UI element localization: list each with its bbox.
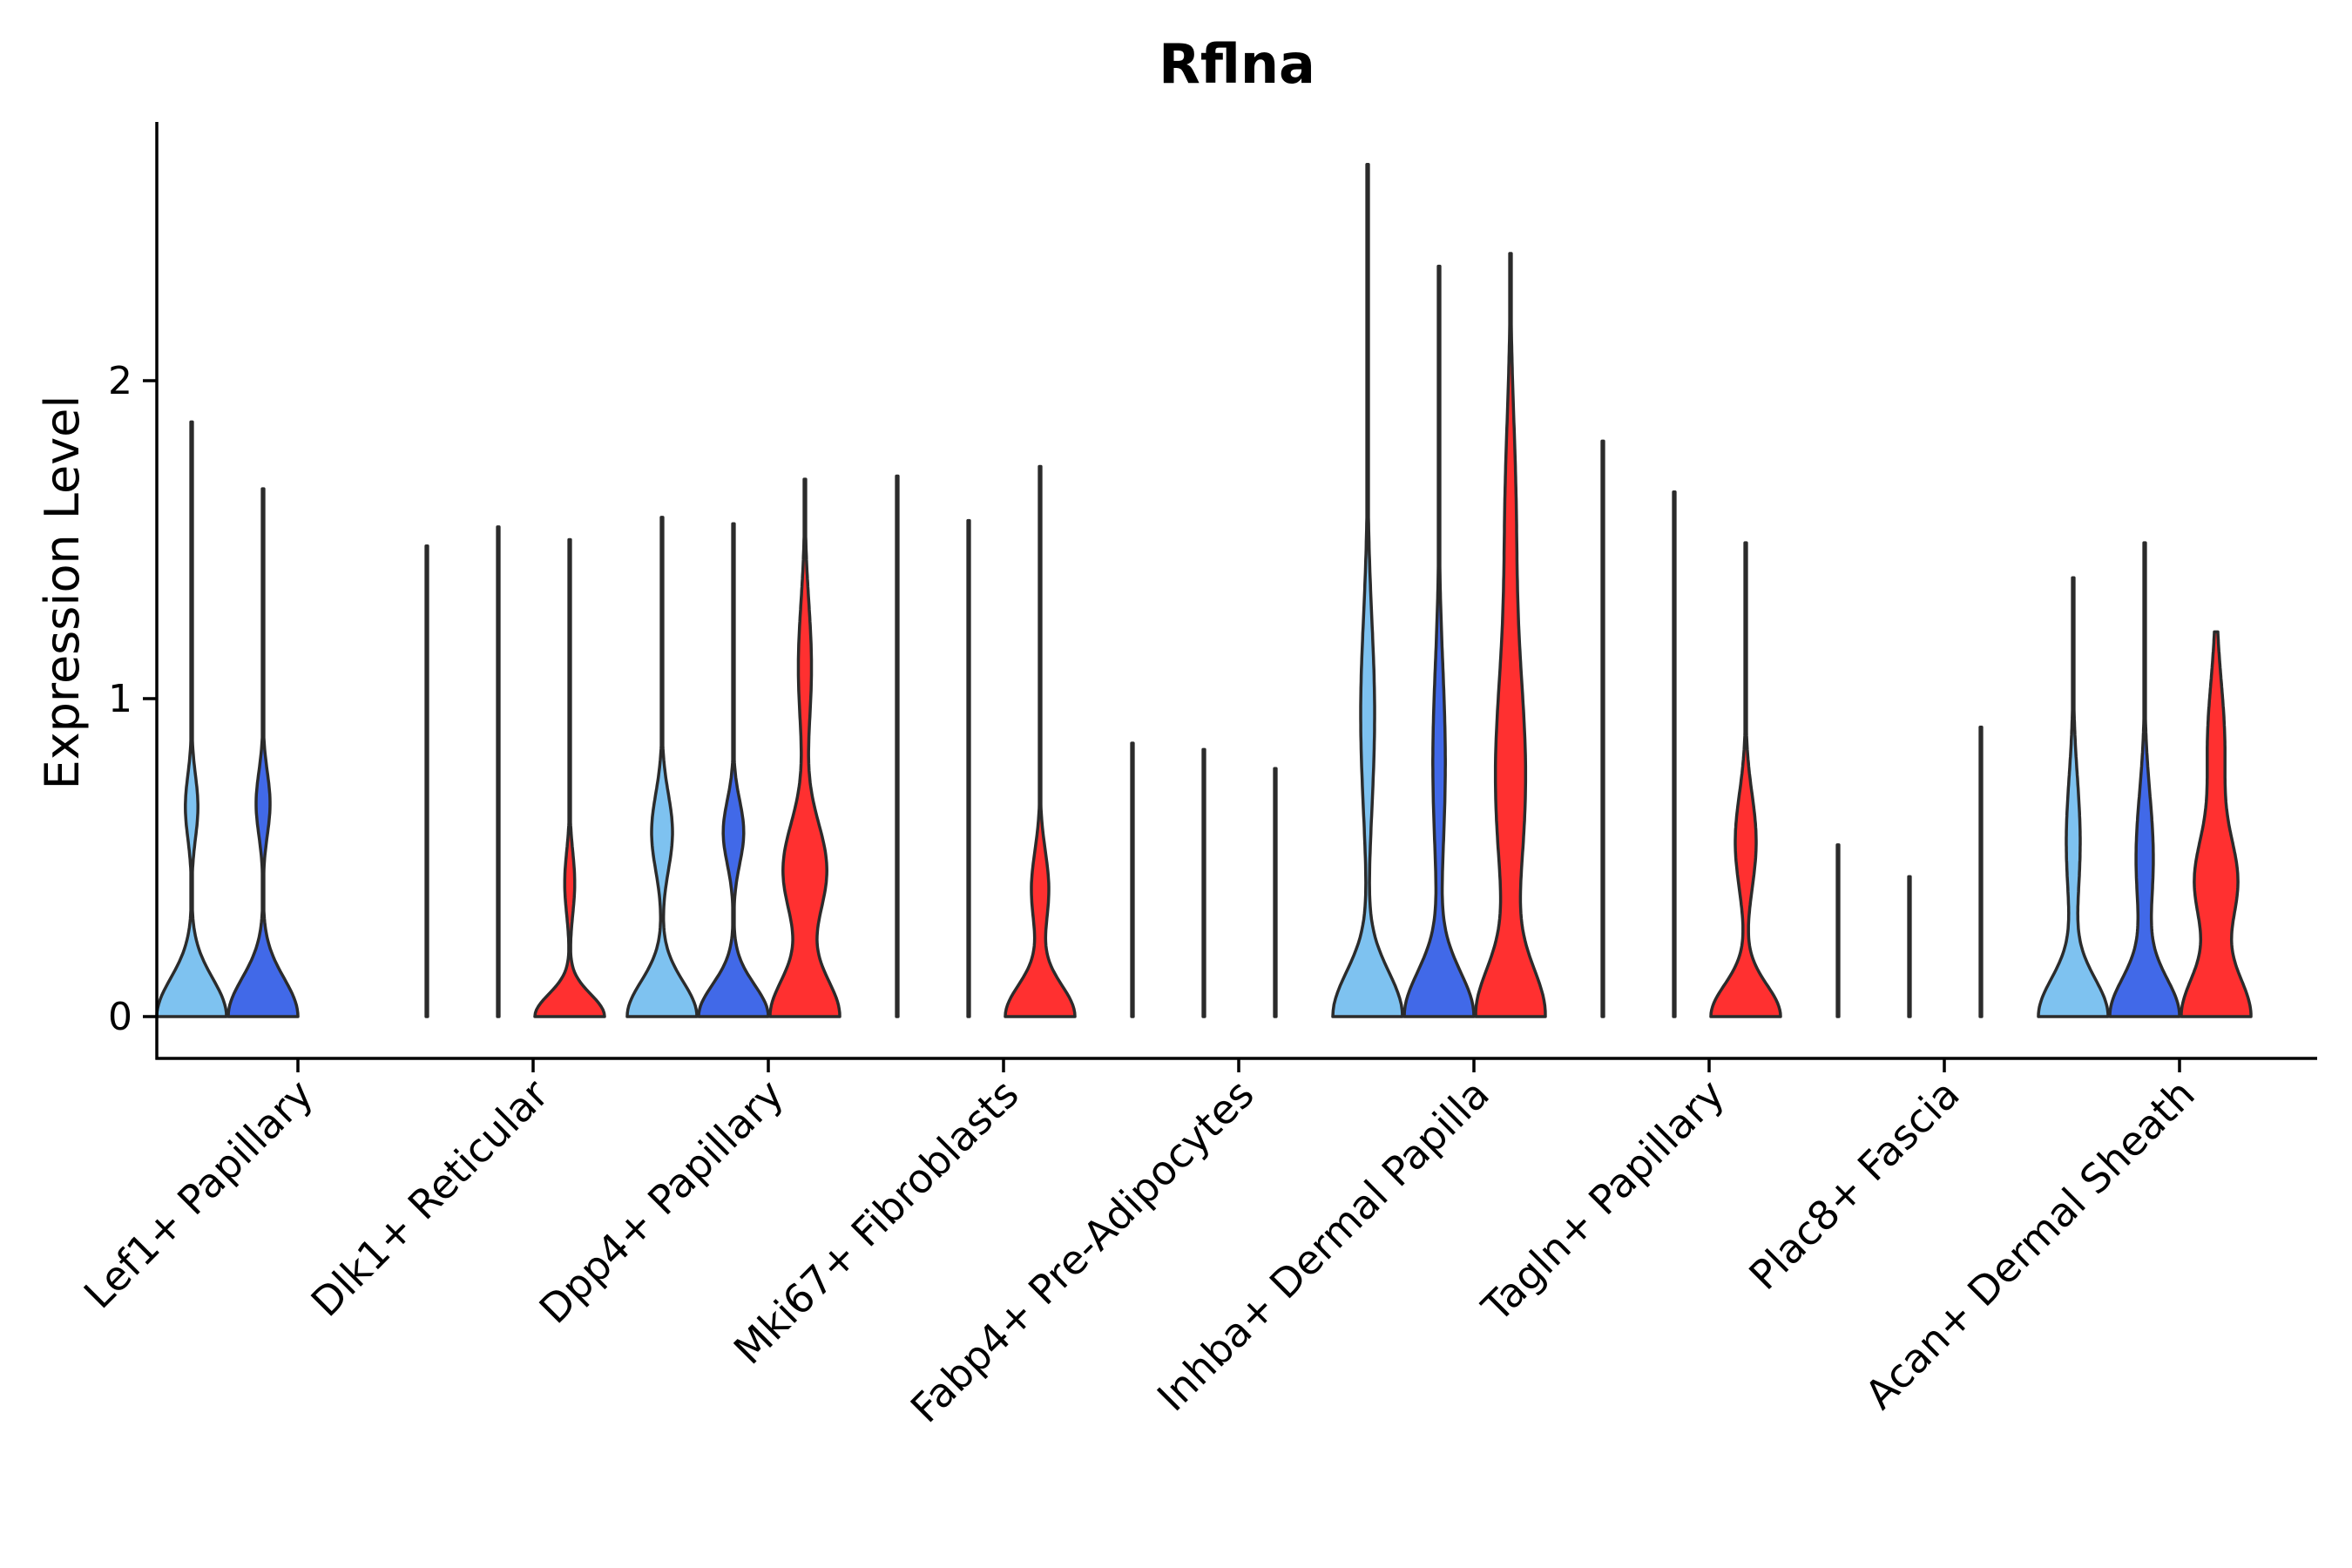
violin-0-1 — [226, 487, 300, 1018]
x-tick-label-1: Dlk1+ Reticular — [302, 1071, 558, 1326]
y-tick-label-0: 0 — [108, 995, 132, 1039]
violin-8-1 — [2108, 541, 2181, 1018]
violin-1-0 — [424, 544, 429, 1018]
x-tick-label-0: Lef1+ Papillary — [75, 1071, 322, 1318]
x-tick-label-6: Tagln+ Papillary — [1472, 1071, 1734, 1332]
violins-layer — [155, 163, 2253, 1018]
violin-5-2 — [1474, 252, 1547, 1018]
violin-6-0 — [1600, 439, 1605, 1018]
violin-2-0 — [625, 516, 699, 1018]
violin-3-1 — [966, 518, 971, 1018]
x-tick-label-7: Plac8+ Fascia — [1740, 1071, 1968, 1299]
violin-3-0 — [895, 474, 900, 1018]
violin-7-2 — [1978, 726, 1984, 1018]
violin-7-0 — [1835, 843, 1841, 1018]
violin-7-1 — [1907, 875, 1912, 1018]
violin-1-2 — [533, 537, 606, 1018]
violin-5-1 — [1402, 264, 1476, 1018]
violin-4-2 — [1273, 767, 1278, 1018]
chart-title: Rflna — [1159, 32, 1315, 96]
violin-5-0 — [1331, 163, 1404, 1018]
violin-2-1 — [697, 522, 770, 1018]
violin-6-1 — [1672, 490, 1677, 1018]
violin-4-0 — [1130, 741, 1135, 1018]
violin-4-1 — [1201, 747, 1206, 1018]
y-tick-label-2: 2 — [108, 359, 132, 403]
violin-8-2 — [2180, 630, 2253, 1018]
violin-3-2 — [1004, 464, 1077, 1018]
violin-2-2 — [768, 477, 841, 1018]
violin-1-1 — [496, 525, 501, 1018]
violin-8-0 — [2037, 576, 2110, 1018]
y-axis-label: Expression Level — [35, 395, 90, 790]
violin-6-2 — [1709, 541, 1782, 1018]
violin-0-0 — [155, 420, 228, 1018]
y-tick-label-1: 1 — [108, 677, 132, 721]
x-tick-label-2: Dpp4+ Papillary — [531, 1071, 793, 1333]
